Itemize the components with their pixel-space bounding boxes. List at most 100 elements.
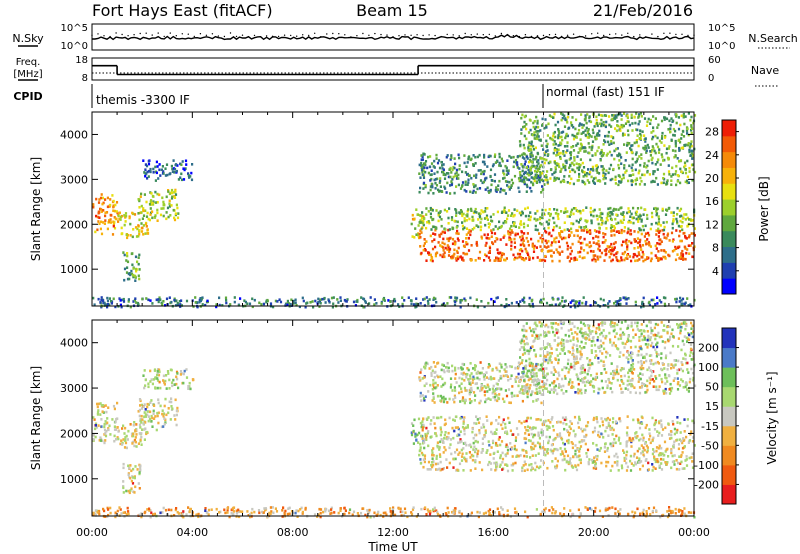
- power-cell: [607, 130, 610, 134]
- power-cell: [619, 297, 622, 300]
- velocity-cell: [592, 460, 595, 463]
- power-cell: [562, 305, 565, 308]
- power-cell: [676, 253, 679, 256]
- velocity-cell: [486, 449, 489, 452]
- power-cell: [321, 297, 324, 301]
- velocity-cell: [454, 366, 457, 370]
- power-cell: [526, 157, 529, 160]
- power-cell: [602, 235, 605, 239]
- power-cell: [152, 171, 155, 174]
- power-cell: [552, 151, 555, 155]
- velocity-cell: [629, 459, 632, 463]
- velocity-cell: [626, 465, 629, 469]
- power-cell: [501, 159, 504, 163]
- velocity-cell: [427, 390, 430, 393]
- velocity-cell: [125, 434, 128, 438]
- velocity-cell: [143, 369, 146, 372]
- power-cell: [690, 125, 693, 129]
- nsearch-point: [169, 32, 171, 34]
- velocity-cell: [612, 444, 615, 448]
- velocity-cell: [443, 433, 446, 437]
- velocity-cell: [623, 459, 626, 462]
- velocity-cell: [435, 416, 439, 420]
- power-cell: [545, 144, 548, 148]
- power-cell: [479, 169, 482, 172]
- power-cell: [130, 272, 134, 276]
- velocity-cell: [556, 392, 559, 396]
- velocity-cell: [612, 417, 615, 420]
- velocity-cell: [551, 451, 554, 455]
- velocity-cell: [442, 395, 445, 399]
- velocity-cell: [676, 428, 679, 432]
- velocity-cell: [528, 369, 531, 373]
- power-cell: [577, 168, 580, 172]
- power-cell: [560, 210, 563, 213]
- power-cell: [146, 228, 149, 231]
- power-cell: [662, 255, 665, 259]
- power-cell: [521, 169, 524, 173]
- velocity-cell: [601, 386, 604, 390]
- power-cell: [161, 196, 164, 200]
- power-cell: [628, 255, 632, 258]
- velocity-cell: [644, 442, 647, 445]
- power-cell: [168, 205, 171, 208]
- power-cell: [380, 300, 383, 304]
- velocity-cell: [534, 391, 537, 395]
- velocity-cell: [500, 440, 504, 443]
- power-cell: [536, 176, 539, 180]
- velocity-cell: [460, 415, 463, 419]
- power-cell: [467, 157, 470, 161]
- power-cell: [629, 221, 632, 224]
- power-cell: [105, 303, 108, 307]
- velocity-cell: [432, 384, 435, 387]
- power-cell: [679, 219, 682, 223]
- velocity-cell: [534, 327, 537, 331]
- power-cell: [532, 183, 535, 187]
- power-cell: [632, 221, 635, 225]
- power-cell: [552, 298, 555, 301]
- power-cell: [494, 153, 497, 156]
- power-cell: [433, 172, 436, 175]
- velocity-cell: [633, 452, 636, 456]
- power-cell: [486, 186, 489, 190]
- velocity-cell: [523, 420, 526, 423]
- power-cell: [682, 130, 685, 133]
- velocity-cell: [145, 430, 148, 434]
- power-cell: [579, 142, 582, 146]
- power-cell: [636, 128, 639, 132]
- power-cell: [484, 244, 487, 247]
- power-cell: [332, 296, 335, 299]
- velocity-cell: [546, 448, 549, 451]
- power-cell: [621, 221, 624, 224]
- power-cell: [686, 132, 689, 135]
- power-cell: [639, 132, 642, 136]
- velocity-cell: [551, 460, 554, 463]
- velocity-cell: [514, 439, 517, 442]
- velocity-cell: [604, 429, 607, 433]
- velocity-cell: [418, 376, 421, 379]
- velocity-cell: [481, 468, 484, 472]
- velocity-cell: [424, 395, 427, 398]
- power-cell: [137, 224, 140, 227]
- power-cell: [646, 238, 649, 241]
- velocity-cell: [423, 460, 426, 464]
- velocity-cell: [158, 368, 161, 372]
- power-cell: [690, 128, 693, 132]
- velocity-cell: [442, 383, 445, 387]
- power-cell: [587, 130, 590, 133]
- power-cell: [486, 165, 489, 168]
- power-cell: [438, 181, 441, 184]
- velocity-cell: [642, 439, 645, 442]
- power-cell: [460, 298, 464, 302]
- nsearch-point: [91, 34, 93, 36]
- velocity-cell: [546, 428, 549, 431]
- power-cell: [526, 251, 529, 255]
- power-cell: [187, 174, 190, 177]
- power-cell: [149, 207, 152, 210]
- velocity-cell: [571, 446, 574, 450]
- power-cell: [106, 303, 109, 306]
- velocity-cell: [663, 453, 666, 457]
- velocity-cell: [442, 398, 445, 401]
- velocity-cell: [508, 365, 512, 368]
- power-cell: [684, 236, 687, 239]
